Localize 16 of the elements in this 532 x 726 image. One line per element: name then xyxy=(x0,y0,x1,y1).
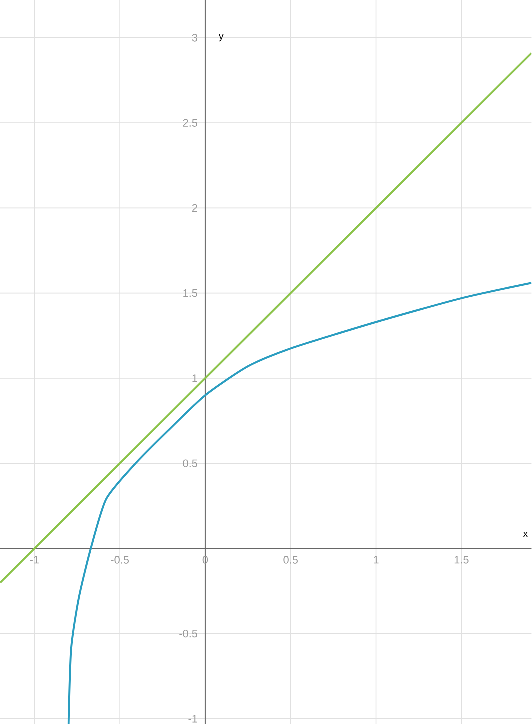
x-tick-label: 1.5 xyxy=(454,556,469,564)
y-tick-label: 1.5 xyxy=(184,290,198,298)
y-tick-label: 0.5 xyxy=(183,460,198,468)
y-tick-label: 3 xyxy=(192,34,198,42)
line-series xyxy=(68,282,532,724)
y-tick-label: -1 xyxy=(188,715,198,723)
y-axis-title: y xyxy=(218,34,224,42)
y-tick-label: 2 xyxy=(192,204,198,212)
x-tick-label: -1 xyxy=(30,556,39,564)
x-axis-title: x xyxy=(523,532,528,538)
y-tick-label: 2.5 xyxy=(183,119,198,127)
y-tick-label: -0.5 xyxy=(180,630,198,638)
x-tick-label: 1 xyxy=(374,556,379,564)
x-tick-label: -0.5 xyxy=(111,556,129,564)
y-tick-label: 1 xyxy=(192,374,198,382)
x-tick-label: 0.5 xyxy=(284,556,298,564)
